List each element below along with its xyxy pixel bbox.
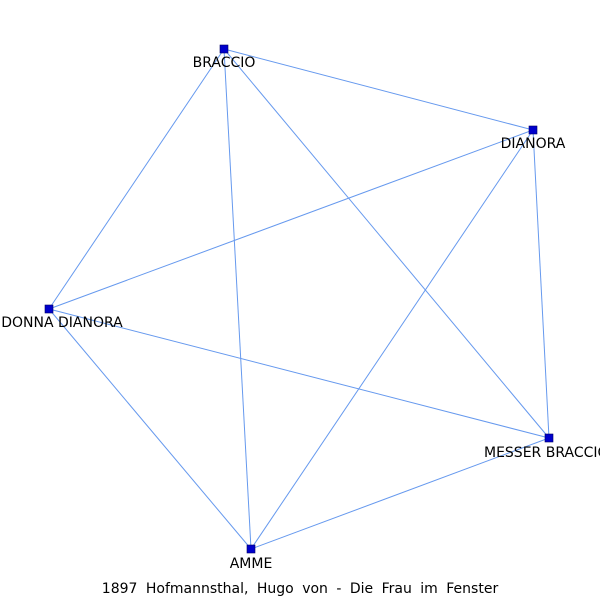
edge-braccio-dianora xyxy=(223,48,534,131)
edge-braccio-messer_braccio xyxy=(223,48,550,439)
node-marker xyxy=(44,304,54,314)
edge-dianora-donna_dianora xyxy=(48,129,534,310)
node-donna_dianora[interactable]: DONNA DIANORA xyxy=(1,304,123,331)
node-label: DONNA DIANORA xyxy=(1,315,123,331)
edge-donna_dianora-amme xyxy=(48,308,252,550)
node-marker xyxy=(544,433,554,443)
edges-layer xyxy=(48,48,550,550)
node-label: MESSER BRACCIO xyxy=(484,445,600,461)
diagram-caption: 1897 Hofmannsthal, Hugo von - Die Frau i… xyxy=(101,581,499,597)
node-label: BRACCIO xyxy=(193,55,256,71)
edge-braccio-amme xyxy=(223,48,252,550)
node-dianora[interactable]: DIANORA xyxy=(501,125,566,152)
node-marker xyxy=(246,544,256,554)
node-messer_braccio[interactable]: MESSER BRACCIO xyxy=(484,433,600,461)
node-amme[interactable]: AMME xyxy=(230,544,273,572)
node-marker xyxy=(528,125,538,135)
node-braccio[interactable]: BRACCIO xyxy=(193,44,256,71)
edge-messer_braccio-amme xyxy=(250,437,550,550)
edge-dianora-messer_braccio xyxy=(532,129,550,439)
nodes-layer: BRACCIO DIANORA DONNA DIANORA MESSER BRACCI… xyxy=(1,44,600,572)
node-label: AMME xyxy=(230,556,273,572)
node-marker xyxy=(219,44,229,54)
edge-donna_dianora-messer_braccio xyxy=(48,308,550,439)
node-label: DIANORA xyxy=(501,136,566,152)
edge-braccio-donna_dianora xyxy=(48,48,225,310)
edge-dianora-amme xyxy=(250,129,534,550)
